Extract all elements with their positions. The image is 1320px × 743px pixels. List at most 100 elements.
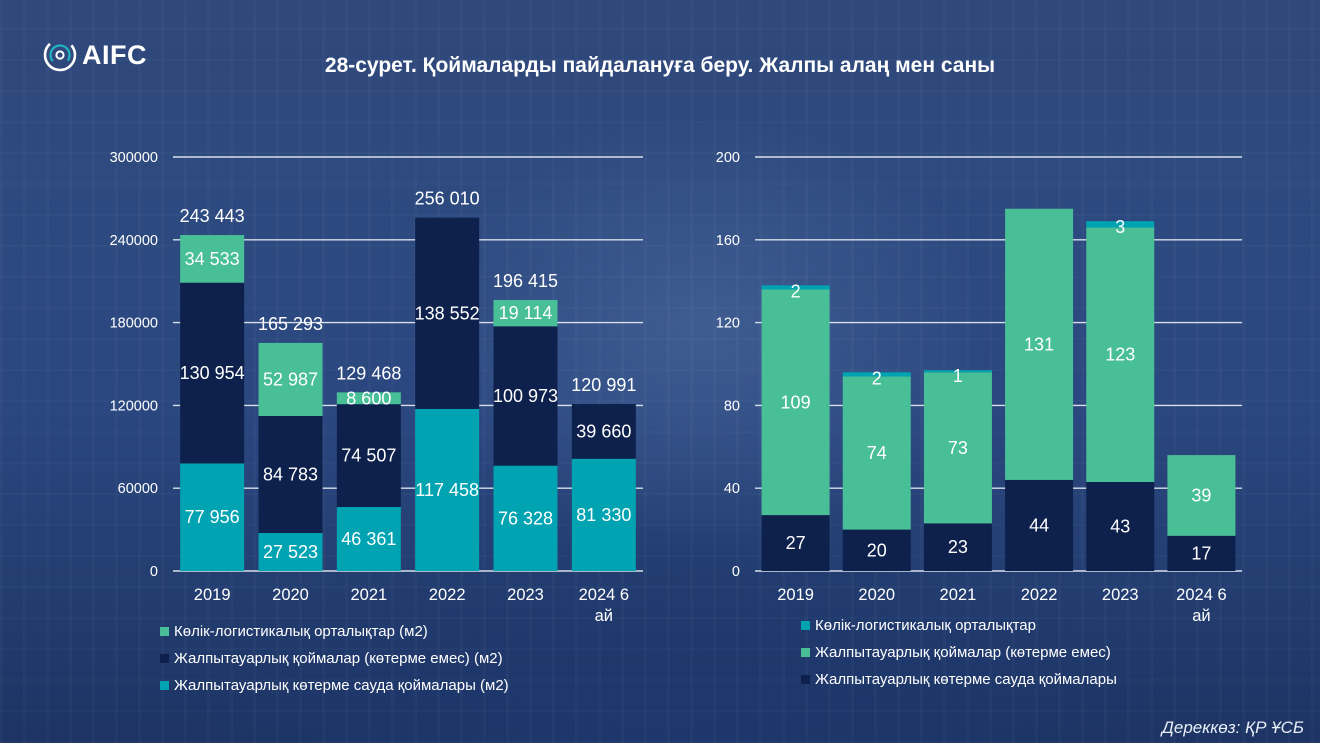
y-tick-label: 240000	[110, 233, 158, 249]
bar-segment	[571, 404, 636, 459]
legend-count: Көлік-логистикалық орталықтар Жалпытауарл…	[801, 612, 1117, 693]
legend-item: Жалпытауарлық қоймалар (көтерме емес)	[801, 639, 1117, 666]
x-tick-label: 2020	[858, 586, 895, 604]
bar-segment	[761, 515, 830, 571]
legend-label: Жалпытауарлық көтерме сауда қоймалары	[815, 671, 1117, 688]
total-label: 120 991	[571, 375, 636, 395]
bar-segment	[1167, 535, 1236, 571]
bar-segment	[842, 529, 911, 571]
data-label: 74	[867, 443, 887, 463]
data-label: 117 458	[415, 480, 479, 500]
data-label: 2	[791, 281, 801, 301]
data-label: 8 600	[346, 388, 391, 408]
bar-segment	[761, 285, 830, 290]
legend-swatch	[801, 621, 810, 630]
total-label: 256 010	[415, 189, 480, 209]
bar-segment	[923, 523, 992, 571]
bar-segment	[258, 342, 323, 417]
aifc-logo-icon	[43, 38, 77, 72]
x-tick-label: 2019	[777, 586, 814, 604]
data-label: 76 328	[498, 508, 553, 528]
bar-segment	[571, 458, 636, 571]
data-label: 130 954	[180, 363, 245, 383]
y-tick-label: 60000	[118, 481, 158, 497]
data-label: 81 330	[576, 505, 631, 525]
legend-label: Жалпытауарлық көтерме сауда қоймалары (м…	[174, 677, 509, 694]
data-label: 19 114	[499, 303, 553, 323]
data-label: 20	[867, 540, 887, 560]
legend-swatch	[801, 648, 810, 657]
source-note: Дереккөз: ҚР ҰСБ	[1161, 718, 1304, 737]
bar-segment	[842, 372, 911, 377]
chart-warehouse-area: 0 60000 120000 180000 240000 300000 77 956 130 …	[110, 150, 643, 625]
bar-segment	[493, 326, 558, 466]
data-label: 73	[948, 438, 968, 458]
data-label: 34 533	[185, 249, 240, 269]
data-label: 123	[1105, 345, 1135, 365]
legend-label: Жалпытауарлық қоймалар (көтерме емес) (м…	[174, 650, 503, 667]
y-tick-label: 0	[150, 564, 158, 580]
bar-segment	[1005, 208, 1074, 480]
data-label: 109	[781, 392, 811, 412]
y-tick-label: 0	[732, 564, 740, 580]
legend-item: Көлік-логистикалық орталықтар (м2)	[160, 618, 509, 645]
y-tick-label: 120000	[110, 398, 158, 414]
data-label: 52 987	[263, 369, 318, 389]
x-tick-label: 2020	[272, 586, 309, 604]
x-tick-label: 2023	[1102, 586, 1139, 604]
total-label: 196 415	[493, 271, 558, 291]
legend-item: Жалпытауарлық қоймалар (көтерме емес) (м…	[160, 645, 509, 672]
logo: AIFC	[42, 37, 147, 73]
data-label: 23	[948, 537, 968, 557]
y-tick-label: 80	[724, 398, 740, 414]
bar-segment	[180, 235, 245, 283]
y-tick-label: 200	[716, 150, 740, 166]
bar-segment	[258, 533, 323, 571]
x-tick-label: 2024 6 ай	[1176, 586, 1226, 625]
page-title: 28-сурет. Қоймаларды пайдалануға беру. Ж…	[324, 54, 996, 77]
bar-segment	[761, 289, 830, 516]
bar-segment	[493, 299, 558, 327]
total-label: 165 293	[258, 314, 323, 334]
bar-segment	[1005, 479, 1074, 571]
data-label: 39	[1191, 485, 1211, 505]
data-label: 2	[872, 368, 882, 388]
data-label: 138 552	[415, 303, 480, 323]
x-tick-label: 2022	[1021, 586, 1058, 604]
legend-item: Жалпытауарлық көтерме сауда қоймалары (м…	[160, 672, 509, 699]
data-label: 1	[953, 366, 963, 386]
x-tick-label: 2021	[350, 586, 387, 604]
bar-segment	[180, 463, 245, 571]
y-tick-label: 40	[724, 481, 740, 497]
legend-label: Жалпытауарлық қоймалар (көтерме емес)	[815, 644, 1111, 661]
data-label: 46 361	[341, 529, 396, 549]
data-label: 44	[1029, 515, 1049, 535]
legend-label: Көлік-логистикалық орталықтар	[815, 617, 1036, 634]
x-tick-label: 2023	[507, 586, 544, 604]
data-label: 77 956	[185, 507, 240, 527]
data-label: 43	[1110, 516, 1130, 536]
x-tick-label: 2024 6 ай	[579, 586, 629, 625]
bar-segment	[415, 217, 480, 409]
bar-segment	[336, 392, 401, 405]
legend-swatch	[160, 681, 169, 690]
bar-segment	[180, 282, 245, 464]
chart-warehouse-count: 0 40 80 120 160 200 27 109 2 2019 20 74 2 2020 23 73 1 20…	[716, 150, 1242, 625]
y-tick-label: 160	[716, 233, 740, 249]
x-tick-label: 2022	[429, 586, 466, 604]
legend-area: Көлік-логистикалық орталықтар (м2) Жалпыт…	[160, 618, 509, 699]
legend-label: Көлік-логистикалық орталықтар (м2)	[174, 623, 428, 640]
y-tick-label: 120	[716, 316, 740, 332]
data-label: 74 507	[341, 446, 396, 466]
bar-segment	[336, 507, 401, 571]
data-label: 131	[1024, 334, 1054, 354]
y-tick-label: 300000	[110, 150, 158, 166]
x-tick-label: 2019	[194, 586, 231, 604]
logo-text: AIFC	[82, 39, 147, 70]
legend-swatch	[160, 654, 169, 663]
bar-segment	[1167, 455, 1236, 536]
data-label: 39 660	[576, 421, 631, 441]
bar-segment	[923, 372, 992, 524]
data-label: 27 523	[263, 542, 318, 562]
bar-segment	[415, 408, 480, 571]
